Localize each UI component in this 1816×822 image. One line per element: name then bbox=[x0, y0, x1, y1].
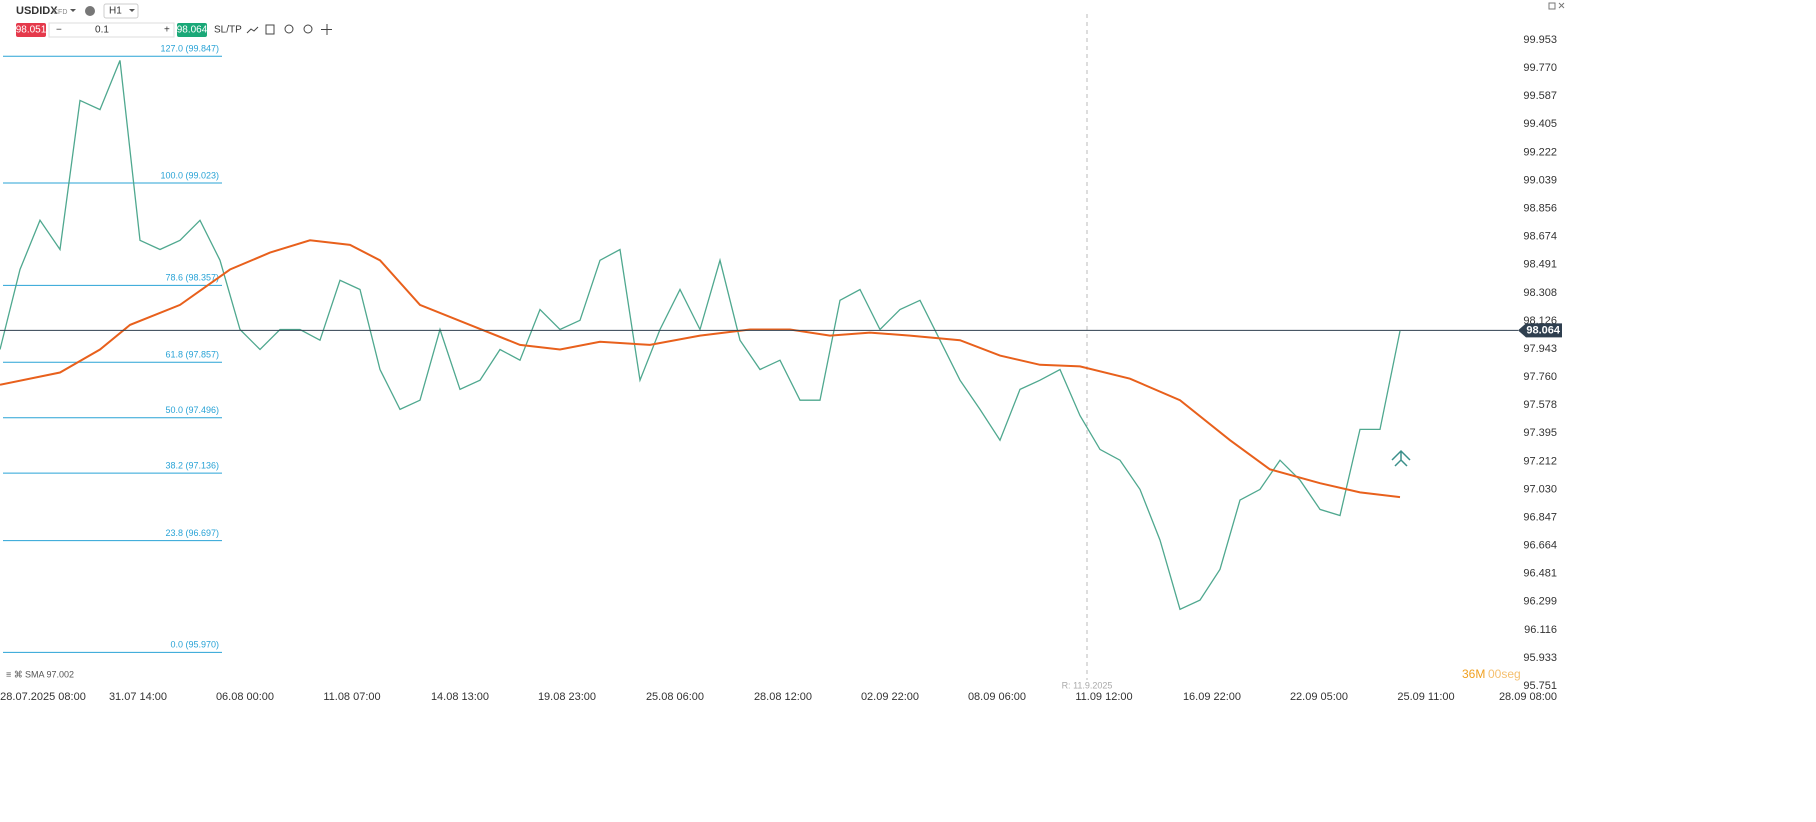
y-tick-label: 98.674 bbox=[1523, 231, 1557, 243]
timer-minutes: 36M bbox=[1462, 667, 1485, 681]
y-tick-label: 96.299 bbox=[1523, 596, 1557, 608]
close-icon[interactable] bbox=[1558, 2, 1565, 9]
series-line bbox=[0, 239, 1401, 499]
buy-price: 98.064 bbox=[177, 25, 208, 36]
minus[interactable]: − bbox=[56, 25, 62, 36]
fib-label: 61.8 (97.857) bbox=[165, 350, 219, 360]
y-tick-label: 95.933 bbox=[1523, 652, 1557, 664]
tool-icon[interactable] bbox=[265, 24, 275, 35]
x-tick-label: 28.08 12:00 bbox=[754, 691, 812, 703]
y-tick-label: 99.953 bbox=[1523, 34, 1557, 46]
fib-label: 127.0 (99.847) bbox=[160, 44, 219, 54]
fib-label: 23.8 (96.697) bbox=[165, 528, 219, 538]
zoom-in[interactable] bbox=[303, 24, 313, 34]
x-tick-label: 31.07 14:00 bbox=[109, 691, 167, 703]
sell-price: 98.051 bbox=[16, 25, 47, 36]
tf-dropdown bbox=[129, 9, 135, 12]
fib-label: 78.6 (98.357) bbox=[165, 273, 219, 283]
x-tick-label: 11.09 12:00 bbox=[1075, 691, 1132, 703]
y-tick-label: 97.212 bbox=[1523, 455, 1557, 467]
x-tick-label: 19.08 23:00 bbox=[538, 691, 596, 703]
last-price-tag bbox=[1518, 323, 1562, 338]
session-label: R: 11.9.2025 bbox=[1062, 680, 1113, 690]
y-tick-label: 99.222 bbox=[1523, 146, 1557, 158]
timer-seconds: 00seg bbox=[1488, 667, 1521, 681]
fib-label: 38.2 (97.136) bbox=[165, 460, 219, 470]
y-tick-label: 97.030 bbox=[1523, 483, 1557, 495]
indicator-label: SMA 97.002 bbox=[25, 669, 74, 679]
x-tick-label: 11.08 07:00 bbox=[323, 691, 380, 703]
x-tick-label: 16.09 22:00 bbox=[1183, 691, 1241, 703]
crosshair[interactable] bbox=[321, 24, 332, 35]
y-tick-label: 97.395 bbox=[1523, 427, 1557, 439]
x-tick-label: 25.09 11:00 bbox=[1397, 691, 1454, 703]
y-tick-label: 98.308 bbox=[1523, 287, 1557, 299]
volume: 0.1 bbox=[95, 25, 109, 36]
x-tick-label: 06.08 00:00 bbox=[216, 691, 274, 703]
timeframe: H1 bbox=[109, 6, 122, 17]
sltp[interactable]: SL/TP bbox=[214, 25, 242, 36]
volume-box[interactable] bbox=[48, 22, 175, 38]
zoom-out[interactable] bbox=[284, 24, 294, 34]
plus[interactable]: + bbox=[164, 25, 170, 36]
fib-label: 100.0 (99.023) bbox=[160, 170, 219, 180]
y-tick-label: 99.770 bbox=[1523, 62, 1557, 74]
window-icon[interactable] bbox=[1548, 2, 1556, 10]
symbol-dropdown[interactable] bbox=[70, 9, 76, 12]
buy-button[interactable] bbox=[177, 23, 207, 37]
y-tick-label: 95.751 bbox=[1523, 680, 1557, 692]
tool-icon[interactable] bbox=[246, 26, 259, 34]
price-axis-bg bbox=[1511, 0, 1816, 817]
y-tick-label: 96.847 bbox=[1523, 511, 1557, 523]
y-tick-label: 96.116 bbox=[1524, 624, 1557, 636]
y-tick-label: 96.481 bbox=[1523, 568, 1557, 580]
x-tick-label: 28.07.2025 08:00 bbox=[0, 691, 86, 703]
y-tick-label: 97.760 bbox=[1523, 371, 1557, 383]
last-price-label: 98.064 bbox=[1526, 324, 1561, 336]
fib-label: 0.0 (95.970) bbox=[170, 640, 219, 650]
x-tick-label: 08.09 06:00 bbox=[968, 691, 1026, 703]
symbol[interactable]: USDIDX bbox=[16, 5, 58, 17]
sell-button[interactable] bbox=[16, 23, 46, 37]
x-tick-label: 25.08 06:00 bbox=[646, 691, 704, 703]
y-tick-label: 99.405 bbox=[1523, 118, 1557, 130]
x-tick-label: 28.09 08:00 bbox=[1499, 691, 1557, 703]
timeframe-box[interactable] bbox=[103, 3, 139, 19]
y-tick-label: 96.664 bbox=[1523, 540, 1557, 552]
signal-arrow bbox=[1391, 449, 1411, 467]
y-tick-label: 98.491 bbox=[1523, 259, 1557, 271]
indicator-menu[interactable]: ≡ ⌘ bbox=[6, 669, 23, 679]
y-tick-label: 97.578 bbox=[1523, 399, 1557, 411]
series-line bbox=[0, 60, 1401, 611]
x-tick-label: 14.08 13:00 bbox=[431, 691, 489, 703]
y-tick-label: 98.856 bbox=[1523, 203, 1557, 215]
fib-label: 50.0 (97.496) bbox=[165, 405, 219, 415]
y-tick-label: 99.039 bbox=[1523, 174, 1557, 186]
y-tick-label: 97.943 bbox=[1523, 343, 1557, 355]
y-tick-label: 99.587 bbox=[1523, 90, 1557, 102]
x-tick-label: 02.09 22:00 bbox=[861, 691, 919, 703]
x-tick-label: 22.09 05:00 bbox=[1290, 691, 1348, 703]
info-icon[interactable] bbox=[85, 6, 95, 16]
instrument: CFD bbox=[53, 9, 67, 16]
